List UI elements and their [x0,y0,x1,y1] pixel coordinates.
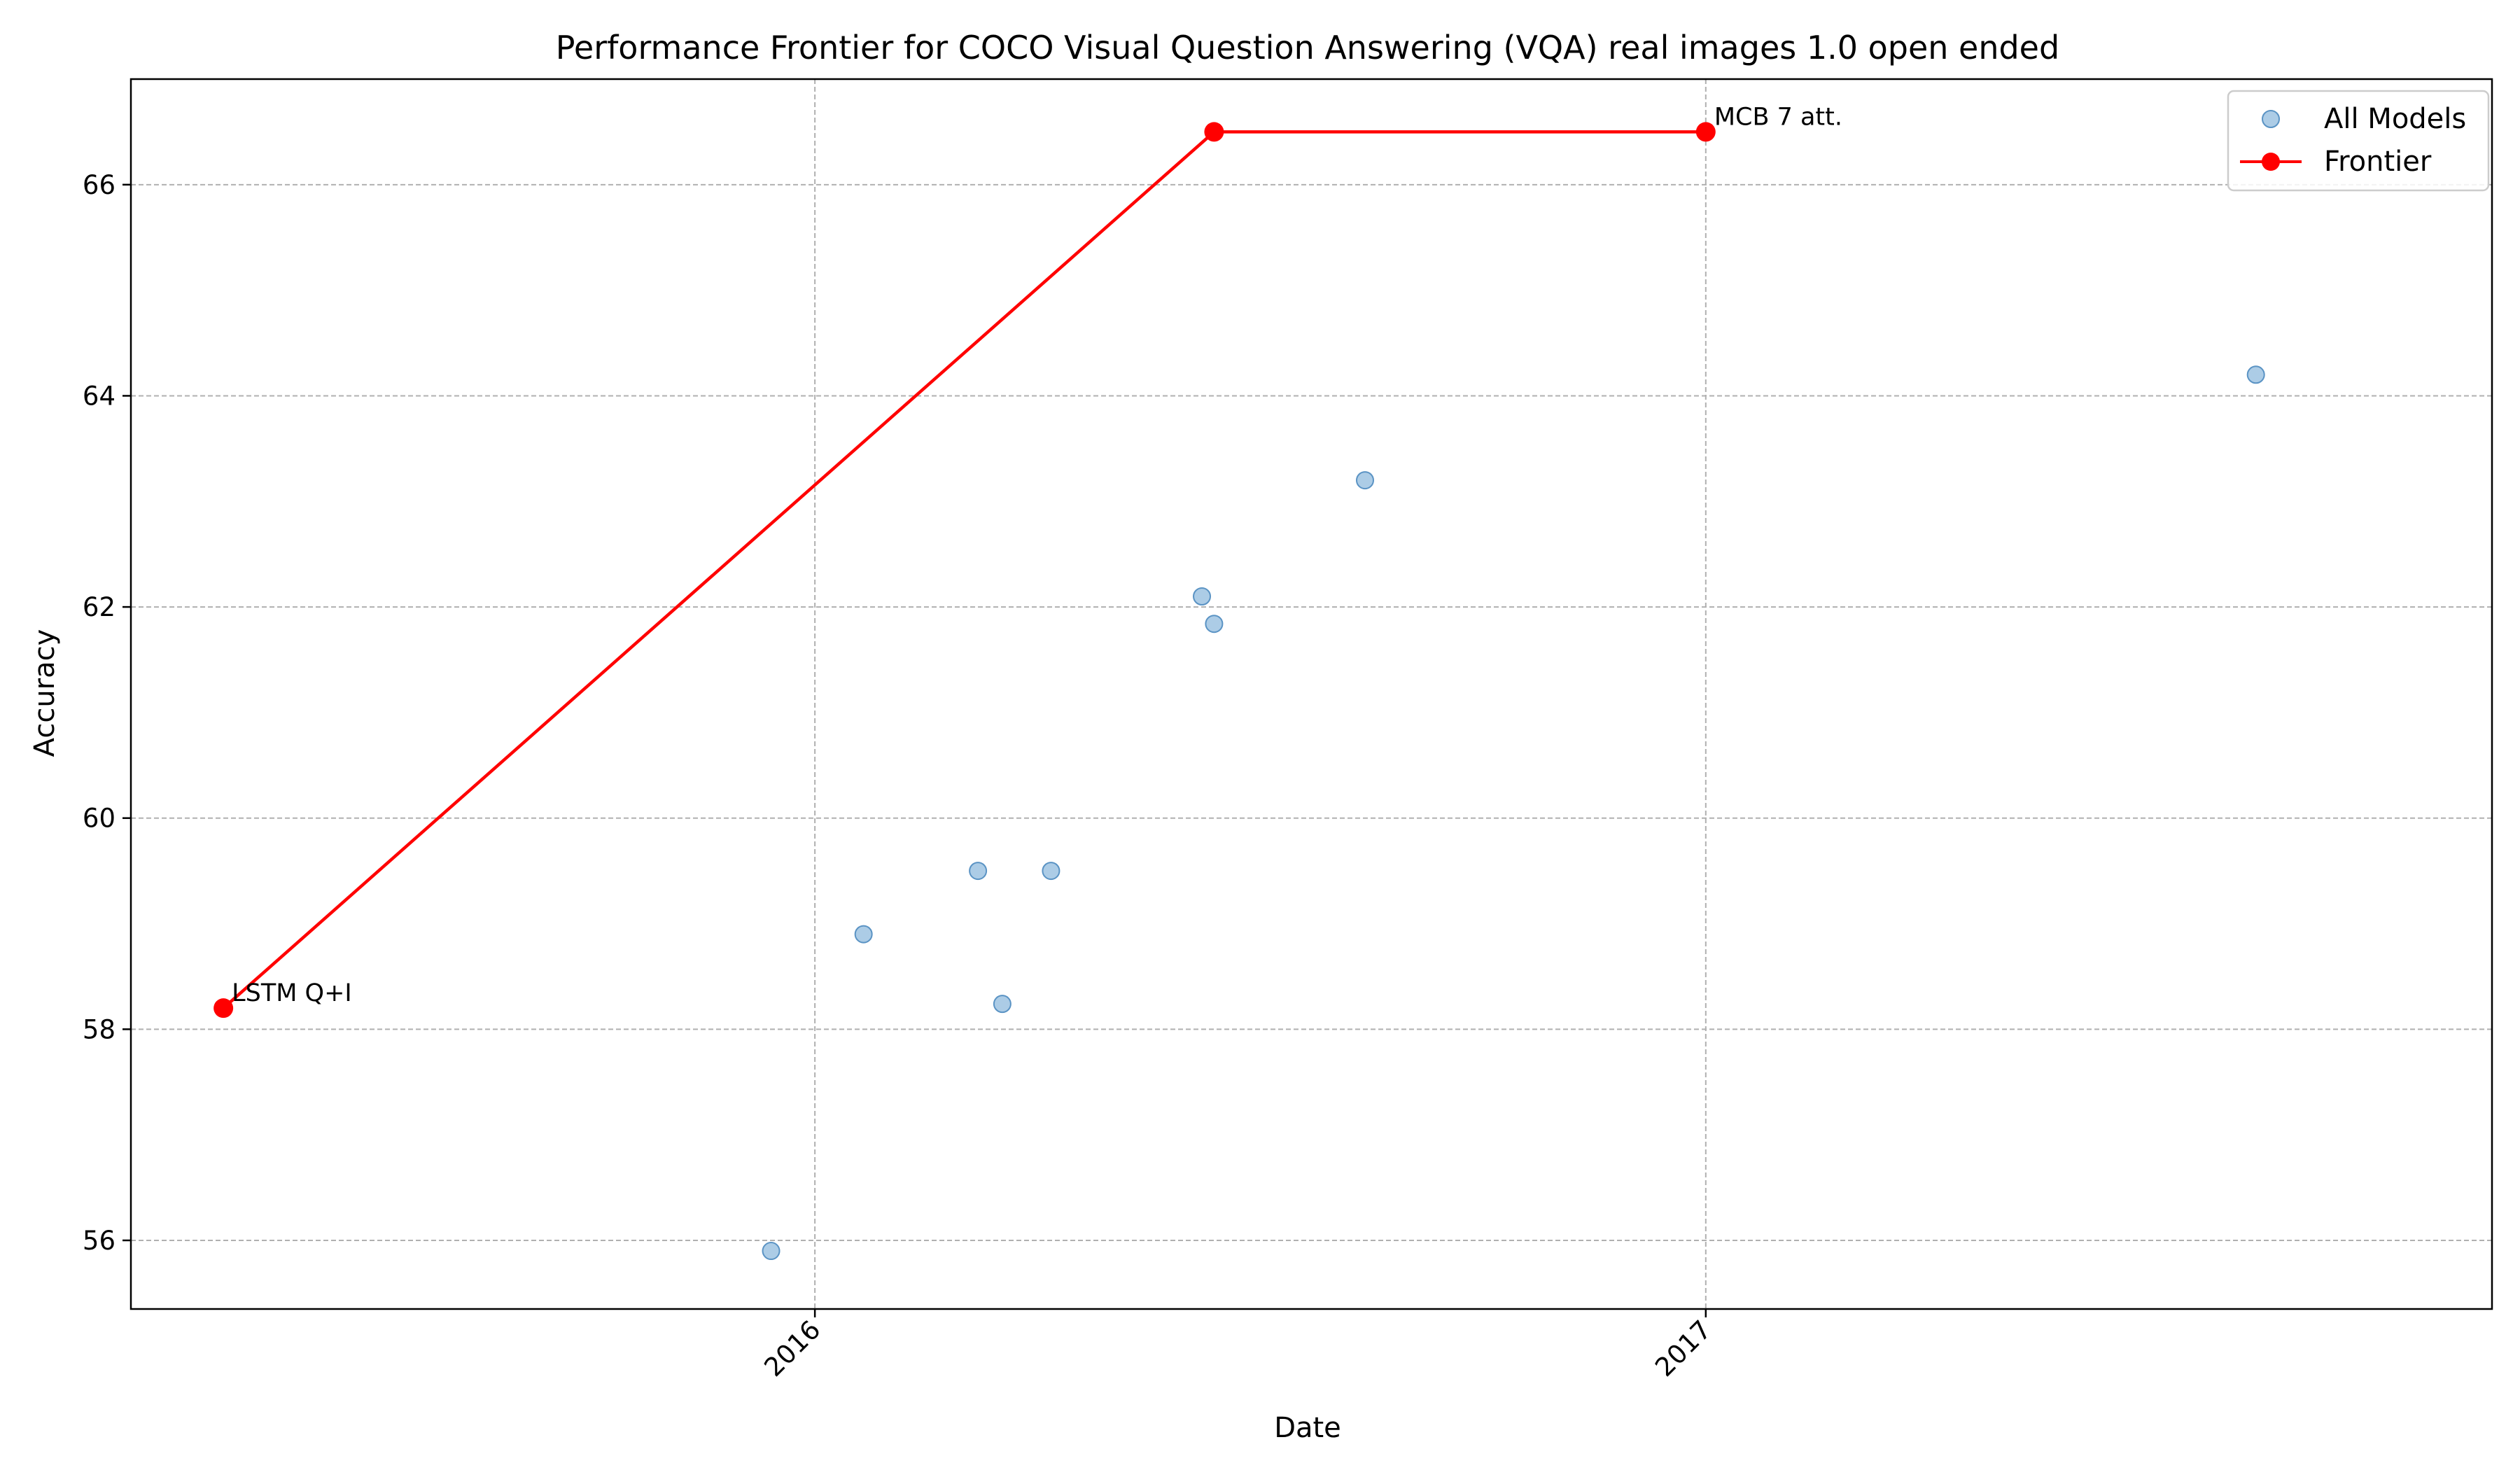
chart-title: Performance Frontier for COCO Visual Que… [556,29,2059,66]
all-models-point [1205,615,1224,634]
x-axis-label: Date [1274,1412,1341,1444]
y-tick-label: 62 [83,592,115,622]
point-annotation: LSTM Q+I [232,979,352,1007]
frontier-point [1695,122,1716,142]
legend-all-models-marker [2262,110,2280,128]
frontier-markers [214,122,1716,1018]
y-tick-label: 58 [83,1014,115,1044]
legend: All Models Frontier [2227,90,2490,192]
y-tick-label: 64 [83,381,115,411]
plot-frame [130,78,2493,1310]
all-models-point [1193,587,1212,606]
legend-frontier-label: Frontier [2324,146,2432,178]
all-models-point [2246,365,2265,384]
all-models-point [762,1242,780,1261]
annotations: LSTM Q+I MCB 7 att. [232,103,1842,1007]
frontier-point [1204,122,1224,142]
legend-box [2227,90,2490,192]
legend-all-models-label: All Models [2324,103,2466,135]
all-models-point [1042,862,1060,881]
all-models-point [993,995,1011,1014]
all-models-point [1356,471,1375,490]
point-annotation: MCB 7 att. [1714,103,1842,131]
legend-frontier-marker [2262,153,2280,171]
all-models-point [854,925,873,944]
y-tick-label: 56 [83,1226,115,1256]
frontier-point [214,998,234,1018]
y-tick-label: 60 [83,804,115,834]
all-models-point [969,862,988,881]
y-tick-label: 66 [83,170,115,200]
grid [131,79,2492,1309]
y-axis-label: Accuracy [29,629,61,757]
